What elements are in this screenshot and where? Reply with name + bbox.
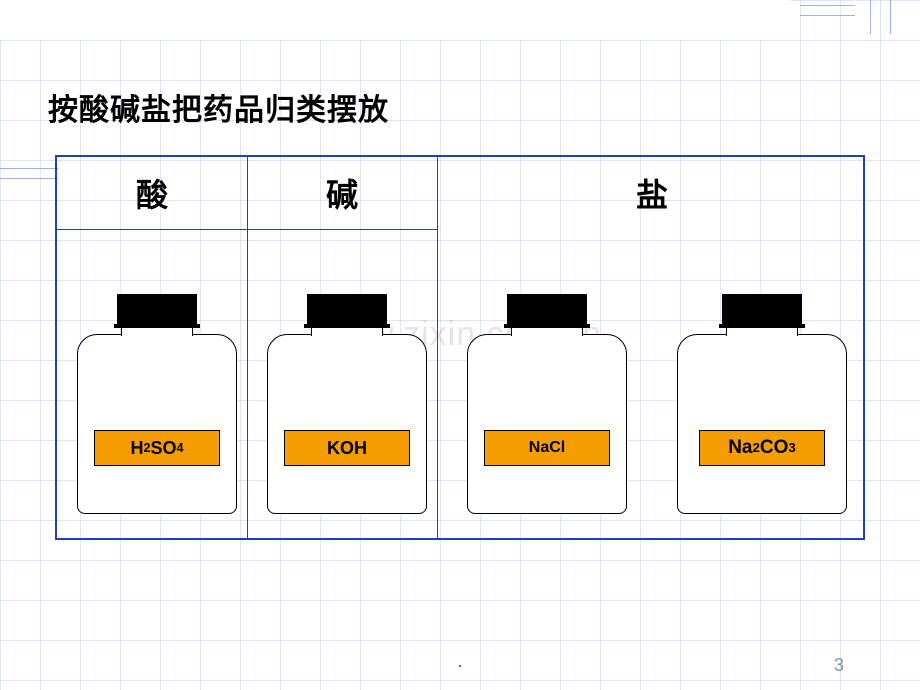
- bottle-body: [467, 334, 627, 514]
- bottle-label-nacl: NaCl: [484, 430, 610, 466]
- bottle-neck: [121, 328, 193, 336]
- footer-dot: .: [457, 651, 462, 672]
- left-marks: [0, 168, 58, 180]
- bottle-body: [677, 334, 847, 514]
- bottle-body: [77, 334, 237, 514]
- corner-marks: [800, 0, 920, 40]
- bottle-h2so4: H2SO4: [77, 294, 237, 514]
- bottle-ring: [304, 324, 390, 328]
- bottle-neck: [726, 328, 798, 336]
- cover-top: [0, 0, 790, 40]
- header-acid: 酸: [57, 157, 247, 229]
- bottle-label-h2so4: H2SO4: [94, 430, 220, 466]
- bottle-cap: [507, 294, 587, 324]
- classification-table: 酸 碱 盐 H2SO4 KOH NaCl: [55, 155, 865, 540]
- page-title: 按酸碱盐把药品归类摆放: [48, 85, 389, 129]
- bottle-ring: [504, 324, 590, 328]
- header-salt: 盐: [437, 157, 867, 229]
- bottle-neck: [311, 328, 383, 336]
- bottle-cap: [722, 294, 802, 324]
- bottle-ring: [719, 324, 805, 328]
- bottle-nacl: NaCl: [467, 294, 627, 514]
- bottle-neck: [511, 328, 583, 336]
- header-base: 碱: [247, 157, 437, 229]
- bottle-cap: [307, 294, 387, 324]
- bottle-label-koh: KOH: [284, 430, 410, 466]
- bottle-koh: KOH: [267, 294, 427, 514]
- bottle-na2co3: Na2CO3: [677, 294, 847, 514]
- page-number: 3: [834, 655, 844, 676]
- bottle-label-na2co3: Na2CO3: [699, 430, 825, 466]
- table-header: 酸 碱 盐: [57, 157, 863, 229]
- table-body: H2SO4 KOH NaCl Na2CO3: [57, 229, 863, 538]
- bottle-ring: [114, 324, 200, 328]
- bottle-cap: [117, 294, 197, 324]
- bottle-body: [267, 334, 427, 514]
